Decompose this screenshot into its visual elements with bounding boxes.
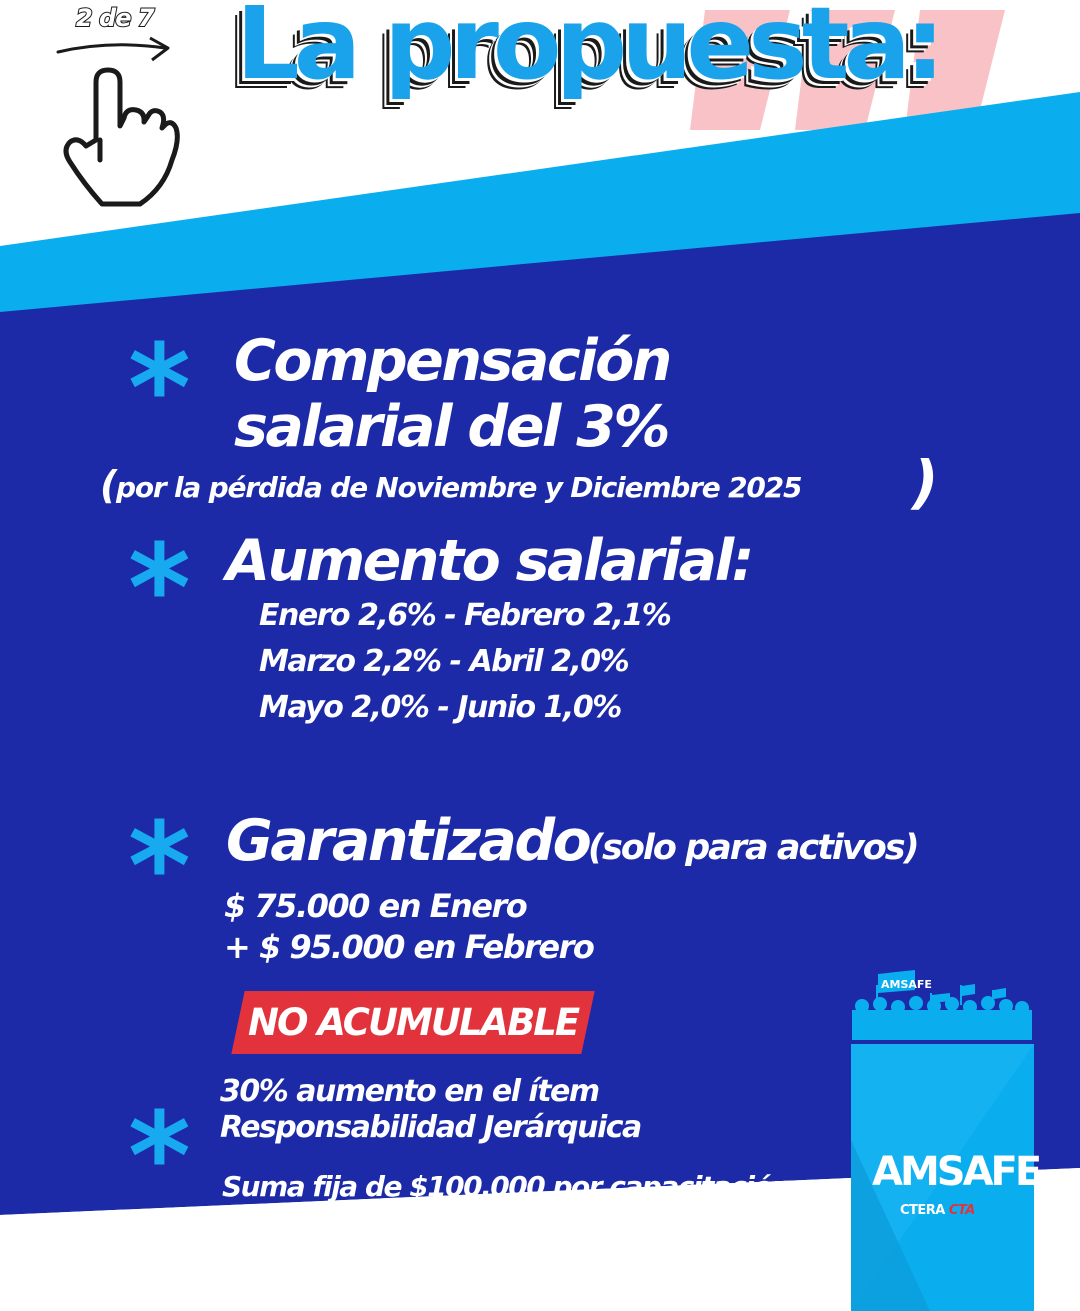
swipe-arrow-icon [56,36,170,62]
amsafe-logo-text: AMSAFE [872,1149,1042,1195]
responsibility-line-1: 30% aumento en el ítem [220,1074,600,1109]
logo-subtitle: CTERA CTA [900,1203,975,1218]
navy-panel [0,213,1080,1215]
bottom-white-wedge [0,1168,1080,1311]
bullet-asterisk-icon: * [128,520,191,659]
cta-label: CTA [948,1203,975,1218]
exclamation-decoration [690,10,1005,130]
amsafe-logo-panel [851,970,1034,1311]
raise-line-3: Mayo 2,0% - Junio 1,0% [259,690,622,725]
guaranteed-line-2: + $ 95.000 en Febrero [224,928,595,966]
compensation-heading-line2: salarial del 3% [234,394,671,460]
paren-close: ) [912,448,939,516]
responsibility-line-2: Responsabilidad Jerárquica [220,1110,642,1145]
ctera-label: CTERA [900,1203,945,1218]
training-fixed-sum: Suma fija de $100.000 por capacitación [222,1170,791,1203]
no-acumulable-label: NO ACUMULABLE [248,1001,580,1044]
bullet-asterisk-icon: * [128,1088,191,1227]
page-title: La propuesta: [236,0,945,102]
guaranteed-heading: Garantizado [226,808,592,874]
crowd-silhouette [852,970,1032,1040]
raise-line-1: Enero 2,6% - Febrero 2,1% [259,598,672,633]
guaranteed-qualifier: (solo para activos) [588,828,920,868]
compensation-heading-line1: Compensación [234,328,672,394]
paren-open: ( [100,463,118,507]
hand-pointer-icon [63,67,180,207]
step-counter: 2 de 7 [75,4,156,32]
raise-line-2: Marzo 2,2% - Abril 2,0% [259,644,630,679]
banner-flag-text: AMSAFE [881,978,932,991]
compensation-note: por la pérdida de Noviembre y Diciembre … [116,471,802,504]
bullet-asterisk-icon: * [128,798,191,937]
bullet-asterisk-icon: * [128,320,191,459]
guaranteed-line-1: $ 75.000 en Enero [224,887,528,925]
raise-heading: Aumento salarial: [226,528,754,594]
